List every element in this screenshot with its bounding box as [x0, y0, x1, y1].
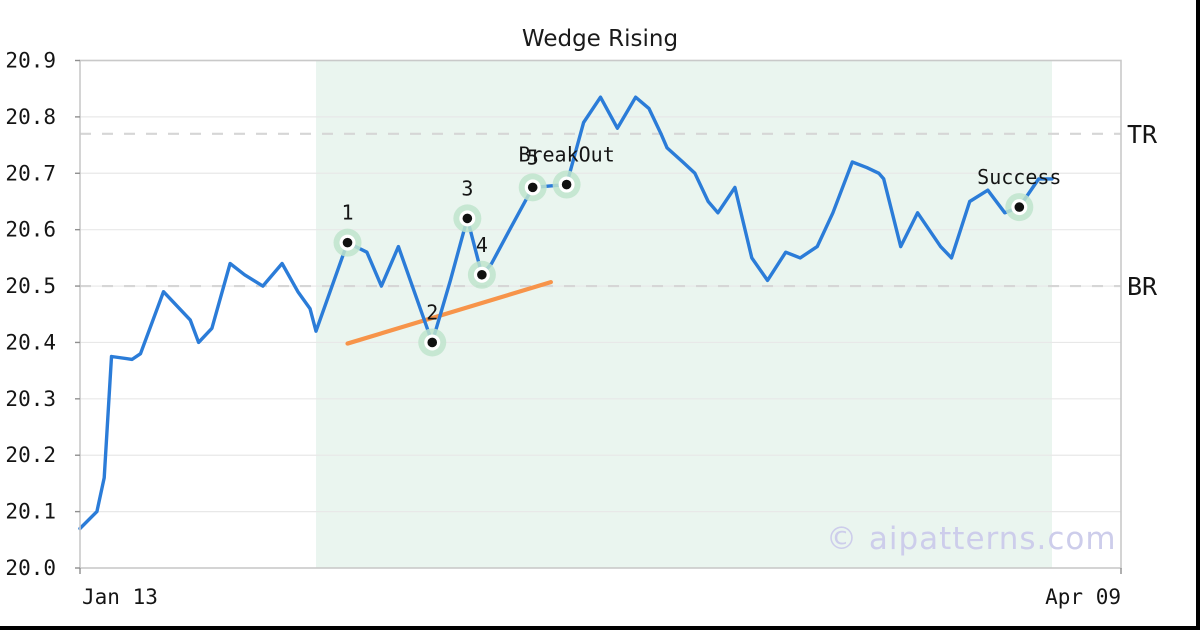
marker-dot-2 [427, 337, 438, 348]
annotation-label-1: 1 [341, 201, 353, 225]
y-tick-label: 20.7 [5, 161, 56, 185]
level-label-tr: TR [1127, 120, 1158, 149]
wedge-trendline [345, 280, 553, 346]
marker-dot-5 [527, 182, 538, 193]
marker-dot-breakout [561, 179, 572, 190]
annotation-label-5: 5 [527, 145, 539, 169]
y-tick-label: 20.1 [5, 500, 56, 524]
y-tick-label: 20.5 [5, 274, 56, 298]
marker-dot-3 [462, 213, 473, 224]
y-tick-label: 20.8 [5, 105, 56, 129]
annotation-label-4: 4 [476, 233, 488, 257]
y-tick-label: 20.3 [5, 387, 56, 411]
annotation-label-2: 2 [426, 300, 438, 324]
marker-dot-4 [477, 269, 487, 280]
y-tick-label: 20.6 [5, 218, 56, 242]
x-tick-label-start: Jan 13 [82, 585, 158, 609]
x-tick-label-end: Apr 09 [1045, 585, 1121, 609]
y-tick-label: 20.4 [5, 330, 56, 354]
y-tick-label: 20.9 [5, 49, 56, 73]
y-tick-label: 20.0 [5, 556, 56, 580]
marker-dot-1 [342, 237, 353, 248]
marker-dot-success [1014, 202, 1025, 212]
level-label-br: BR [1127, 272, 1158, 301]
chart-title: Wedge Rising [521, 26, 679, 52]
axes-spines [79, 59, 1122, 569]
annotation-label-3: 3 [461, 176, 473, 200]
y-tick-label: 20.2 [5, 443, 56, 467]
watermark: © aipatterns.com [826, 521, 1117, 557]
annotation-label-breakout: BreakOut [518, 143, 614, 167]
annotation-label-success: Success [977, 165, 1061, 189]
price-line [78, 95, 1054, 531]
